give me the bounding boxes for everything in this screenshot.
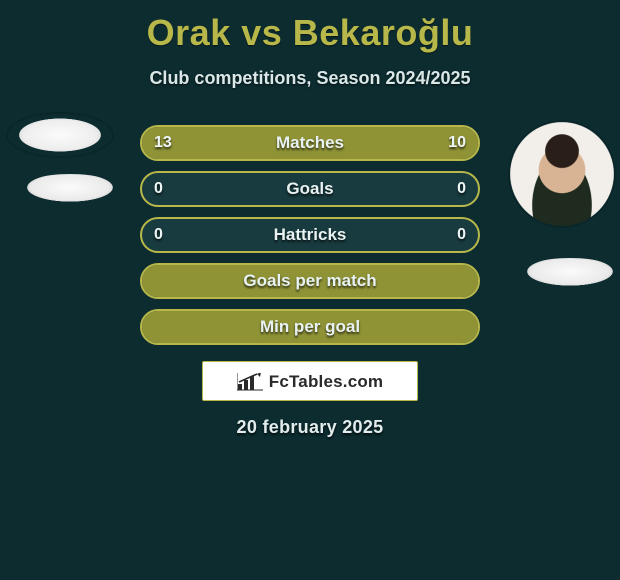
brand-box: FcTables.com bbox=[202, 361, 418, 401]
stat-row: 0 Goals 0 bbox=[140, 171, 480, 207]
stat-value-left: 0 bbox=[154, 180, 163, 198]
stat-label: Goals bbox=[286, 179, 333, 199]
brand-text: FcTables.com bbox=[269, 372, 384, 392]
comparison-card: Orak vs Bekaroğlu Club competitions, Sea… bbox=[0, 0, 620, 580]
bar-chart-icon bbox=[237, 373, 263, 391]
stat-value-right: 0 bbox=[457, 180, 466, 198]
stat-row: Goals per match bbox=[140, 263, 480, 299]
stat-row: Min per goal bbox=[140, 309, 480, 345]
player-left-club-pill bbox=[20, 174, 120, 204]
stat-value-right: 10 bbox=[448, 134, 466, 152]
stat-label: Hattricks bbox=[274, 225, 347, 245]
stat-label: Min per goal bbox=[260, 317, 360, 337]
avatar-face-icon bbox=[510, 122, 614, 226]
player-left-avatar bbox=[8, 114, 112, 156]
page-title: Orak vs Bekaroğlu bbox=[30, 12, 590, 54]
stats-rows: 13 Matches 10 0 Goals 0 0 Hattricks 0 Go… bbox=[140, 125, 480, 345]
player-right-club-pill bbox=[520, 258, 620, 288]
stat-row: 13 Matches 10 bbox=[140, 125, 480, 161]
date-text: 20 february 2025 bbox=[30, 417, 590, 438]
stat-row: 0 Hattricks 0 bbox=[140, 217, 480, 253]
stat-value-left: 0 bbox=[154, 226, 163, 244]
page-subtitle: Club competitions, Season 2024/2025 bbox=[30, 68, 590, 89]
stat-value-left: 13 bbox=[154, 134, 172, 152]
stat-label: Matches bbox=[276, 133, 344, 153]
stat-label: Goals per match bbox=[243, 271, 376, 291]
player-right-avatar bbox=[510, 122, 614, 226]
stat-value-right: 0 bbox=[457, 226, 466, 244]
